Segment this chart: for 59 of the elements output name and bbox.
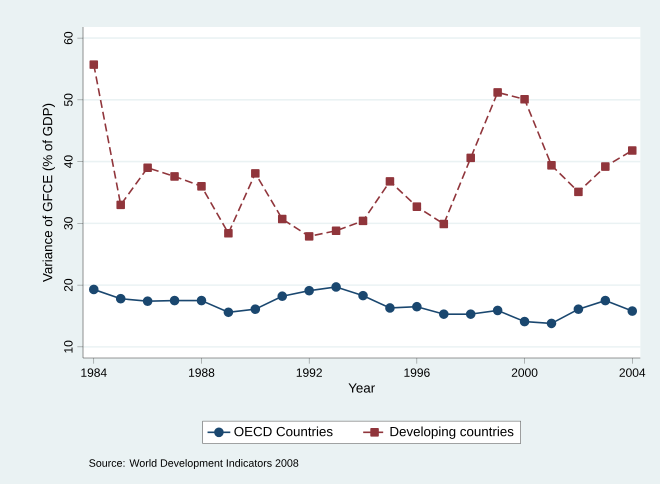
point [116,294,126,304]
point [250,304,260,314]
y-axis-title: Variance of GFCE (% of GDP) [42,104,55,282]
x-tick-label: 1996 [404,368,430,377]
legend-label: OECD Countries [234,426,333,436]
point [196,296,206,306]
point [412,302,422,312]
point [331,282,341,292]
point [358,216,368,226]
x-tick-label: 2004 [620,368,646,377]
point [412,202,422,211]
y-tick-label: 40 [64,155,73,168]
point [170,296,180,306]
x-tick-label: 2000 [512,368,538,377]
point [547,161,556,170]
point [143,164,152,172]
y-tick-label: 50 [64,94,73,106]
point [224,228,233,238]
point [386,177,394,186]
point [493,88,502,97]
point [170,172,179,181]
point [304,286,314,296]
y-tick-label: 60 [64,32,73,44]
point [88,284,99,294]
point [600,296,610,306]
point [197,182,206,191]
y-tick-label: 30 [64,217,73,230]
point [492,306,502,316]
point [466,154,475,162]
x-tick-label: 1988 [189,368,214,377]
point [574,304,584,314]
y-tick-label: 10 [64,340,73,353]
point [385,303,395,313]
point [332,226,340,236]
point [574,188,583,196]
point [304,232,314,241]
point [520,94,529,104]
point [627,306,638,316]
point [278,214,287,224]
point [466,309,476,319]
point [628,146,637,155]
x-tick-label: 1984 [81,368,107,377]
source-note: Source: World Development Indicators 2008 [89,459,298,469]
point [440,220,448,228]
x-tick-label: 1992 [296,368,322,377]
point [224,307,234,318]
point [142,296,152,306]
point [116,200,125,210]
point [358,290,368,300]
y-tick-label: 20 [64,278,73,292]
point [277,291,288,302]
point [90,60,98,69]
point [438,309,449,319]
point [520,316,530,326]
legend-label: Developing countries [390,426,514,439]
point [251,169,260,178]
point [601,162,610,171]
point [546,318,556,328]
x-axis-title: Year [348,383,375,393]
